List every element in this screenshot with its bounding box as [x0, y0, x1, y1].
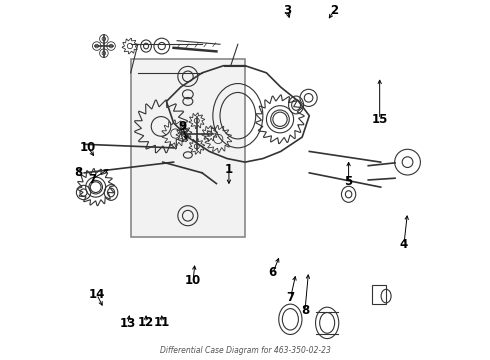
Text: 6: 6 [269, 266, 277, 279]
Text: 1: 1 [225, 163, 233, 176]
FancyBboxPatch shape [131, 59, 245, 237]
Text: 15: 15 [371, 113, 388, 126]
Text: 14: 14 [89, 288, 105, 301]
Text: 3: 3 [283, 4, 291, 17]
Text: 9: 9 [178, 120, 187, 133]
Text: 7: 7 [287, 291, 295, 304]
Text: 8: 8 [74, 166, 82, 179]
Text: 13: 13 [120, 318, 136, 330]
Text: 11: 11 [154, 316, 170, 329]
FancyBboxPatch shape [372, 285, 386, 304]
Text: 10: 10 [185, 274, 201, 287]
Text: 12: 12 [138, 316, 154, 329]
Text: 8: 8 [301, 304, 309, 317]
Text: 7: 7 [88, 173, 96, 186]
Text: 10: 10 [80, 141, 96, 154]
Text: 5: 5 [344, 175, 353, 188]
Text: 4: 4 [400, 238, 408, 251]
Text: Differential Case Diagram for 463-350-02-23: Differential Case Diagram for 463-350-02… [160, 346, 330, 355]
Text: 2: 2 [330, 4, 339, 17]
